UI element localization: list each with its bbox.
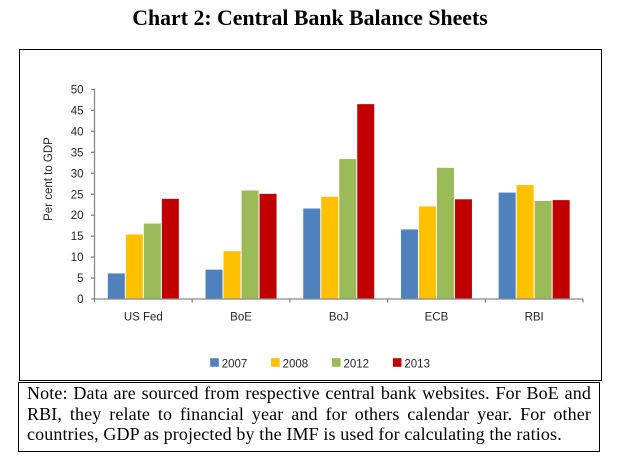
svg-text:2007: 2007 [222,358,248,370]
svg-text:BoE: BoE [230,312,252,324]
svg-text:45: 45 [71,105,84,117]
svg-text:RBI: RBI [525,312,544,324]
svg-text:20: 20 [71,210,84,222]
svg-text:2008: 2008 [283,358,309,370]
svg-text:35: 35 [71,147,84,159]
svg-text:10: 10 [71,252,84,264]
svg-text:50: 50 [71,85,84,97]
svg-text:BoJ: BoJ [329,312,349,324]
svg-text:Per cent to GDP: Per cent to GDP [43,137,55,221]
svg-text:30: 30 [71,168,84,180]
svg-text:2013: 2013 [404,358,430,370]
svg-text:25: 25 [71,189,84,201]
svg-text:ECB: ECB [425,312,449,324]
svg-text:15: 15 [71,231,84,243]
svg-text:2012: 2012 [344,358,370,370]
svg-text:US Fed: US Fed [124,312,163,324]
svg-text:40: 40 [71,126,84,138]
svg-text:0: 0 [77,294,83,306]
svg-text:5: 5 [77,273,83,285]
